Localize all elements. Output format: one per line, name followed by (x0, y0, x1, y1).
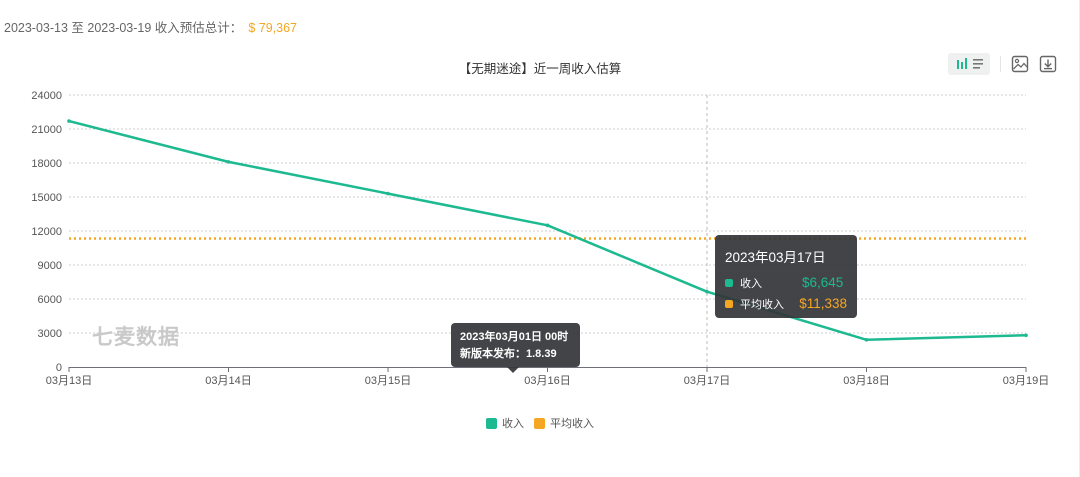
x-tick-label: 03月15日 (365, 375, 411, 387)
y-tick-label: 0 (56, 362, 62, 374)
y-tick-label: 6000 (38, 294, 62, 306)
series-line-revenue (68, 119, 1027, 342)
x-tick-label: 03月18日 (843, 375, 889, 387)
download-icon (1039, 55, 1057, 73)
y-tick-label: 21000 (31, 124, 62, 136)
tooltip-revenue-value: $6,645 (802, 275, 844, 290)
tooltip-title: 2023年03月17日 (725, 250, 826, 265)
summary-total: $ 79,367 (248, 21, 297, 35)
data-point-revenue (226, 160, 231, 164)
tooltip-row-revenue: 收入 $6,645 (725, 272, 847, 293)
tooltip-row-average: 平均收入 $11,338 (725, 293, 847, 314)
legend-item-revenue[interactable]: 收入 (486, 415, 524, 431)
revenue-summary: 2023-03-13 至 2023-03-19 收入预估总计： $ 79,367 (4, 17, 297, 36)
tooltip-revenue-name: 收入 (740, 277, 762, 290)
view-toggle-button[interactable] (948, 53, 990, 75)
version-release-note[interactable]: 2023年03月01日 00时 新版本发布：1.8.39 (451, 323, 580, 373)
tooltip-average-name: 平均收入 (740, 298, 784, 311)
x-tick-label: 03月14日 (205, 375, 251, 387)
save-image-icon (1011, 55, 1029, 73)
y-tick-label: 3000 (38, 328, 62, 340)
tooltip-average-value: $11,338 (799, 296, 847, 311)
legend-revenue-swatch (486, 417, 497, 429)
legend-average-swatch (534, 417, 545, 429)
y-tick-label: 15000 (31, 192, 62, 204)
legend-item-average[interactable]: 平均收入 (534, 415, 594, 431)
chart-legend: 收入 平均收入 (0, 415, 1080, 431)
data-point-revenue (864, 338, 869, 342)
data-point-revenue (67, 119, 71, 123)
summary-label: 2023-03-13 至 2023-03-19 收入预估总计： (4, 21, 243, 35)
data-point-revenue (545, 223, 550, 228)
x-tick-label: 03月16日 (524, 375, 570, 387)
chart-tooltip: 2023年03月17日 收入 $6,645 平均收入 $11,338 (715, 235, 857, 318)
bar-chart-icon (957, 58, 983, 69)
data-point-revenue (705, 289, 709, 294)
note-version: 新版本发布：1.8.39 (460, 348, 557, 360)
chart-title: 【无期迷途】近一周收入估算 (458, 62, 622, 76)
note-date: 2023年03月01日 00时 (460, 331, 569, 343)
save-image-button[interactable] (1009, 53, 1031, 75)
y-tick-label: 12000 (31, 226, 62, 238)
y-tick-label: 9000 (38, 260, 62, 272)
legend-average-label: 平均收入 (550, 418, 594, 430)
legend-revenue-label: 收入 (502, 418, 524, 430)
chart-toolbar (948, 53, 1060, 77)
y-tick-label: 24000 (31, 90, 62, 102)
toolbar-divider (1000, 56, 1001, 72)
download-button[interactable] (1037, 53, 1059, 75)
watermark: 七麦数据 (92, 326, 180, 349)
tooltip-revenue-marker (725, 278, 733, 287)
x-tick-label: 03月19日 (1003, 375, 1049, 387)
y-tick-label: 18000 (31, 158, 62, 170)
data-point-revenue (386, 191, 390, 196)
tooltip-average-marker (725, 299, 733, 308)
data-point-revenue (1024, 333, 1028, 338)
x-tick-label: 03月13日 (46, 375, 92, 387)
x-tick-label: 03月17日 (684, 375, 730, 387)
